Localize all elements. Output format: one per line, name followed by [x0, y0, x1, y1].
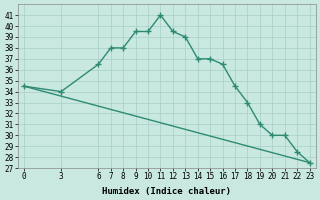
- X-axis label: Humidex (Indice chaleur): Humidex (Indice chaleur): [102, 187, 231, 196]
